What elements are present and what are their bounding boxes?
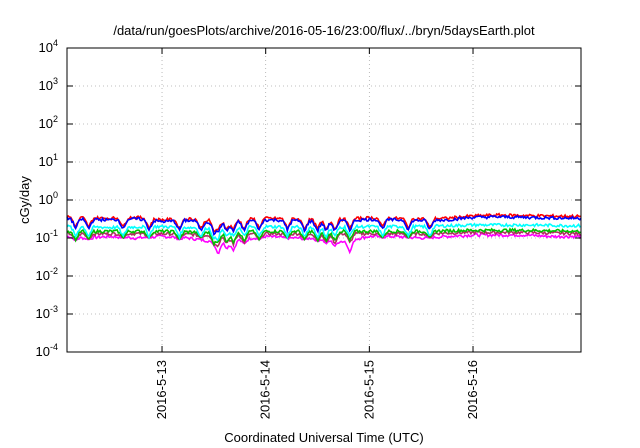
y-tick-exponent: -2 (50, 266, 58, 276)
chart-title: /data/run/goesPlots/archive/2016-05-16/2… (113, 23, 535, 38)
y-axis-label: cGy/day (17, 176, 32, 224)
y-tick-exponent: -4 (50, 342, 58, 352)
y-tick-base: 10 (36, 230, 50, 245)
y-tick-base: 10 (39, 40, 53, 55)
series-line (66, 227, 582, 247)
y-tick-label: 10-3 (36, 304, 58, 321)
y-tick-exponent: 4 (53, 38, 58, 48)
y-tick-exponent: -1 (50, 228, 58, 238)
y-tick-exponent: 2 (53, 114, 58, 124)
y-tick-label: 10-2 (36, 266, 58, 283)
y-tick-label: 10-1 (36, 228, 58, 245)
series-group (66, 212, 582, 255)
x-axis-label: Coordinated Universal Time (UTC) (224, 430, 423, 445)
y-tick-base: 10 (36, 344, 50, 359)
x-tick-label: 2016-5-13 (154, 360, 169, 419)
series-line (66, 214, 582, 237)
x-tick-label: 2016-5-14 (258, 360, 273, 419)
y-tick-label: 104 (39, 38, 58, 55)
y-tick-exponent: 3 (53, 76, 58, 86)
y-tick-label: 101 (39, 152, 58, 169)
x-tick-label: 2016-5-15 (361, 360, 376, 419)
y-tick-base: 10 (39, 78, 53, 93)
y-tick-exponent: 1 (53, 152, 58, 162)
grid (67, 48, 581, 352)
y-tick-exponent: -3 (50, 304, 58, 314)
x-tick-label: 2016-5-16 (465, 360, 480, 419)
x-axis: 2016-5-13 2016-5-14 2016-5-15 2016-5-16 (154, 48, 480, 419)
y-tick-label: 102 (39, 114, 58, 131)
y-tick-base: 10 (36, 268, 50, 283)
y-tick-base: 10 (39, 116, 53, 131)
y-tick-base: 10 (39, 154, 53, 169)
y-tick-label: 103 (39, 76, 58, 93)
y-tick-label: 10-4 (36, 342, 58, 359)
series-line (66, 222, 582, 242)
series-line (66, 232, 582, 255)
y-tick-base: 10 (36, 306, 50, 321)
y-tick-label: 100 (39, 190, 58, 207)
y-tick-exponent: 0 (53, 190, 58, 200)
y-tick-base: 10 (39, 192, 53, 207)
